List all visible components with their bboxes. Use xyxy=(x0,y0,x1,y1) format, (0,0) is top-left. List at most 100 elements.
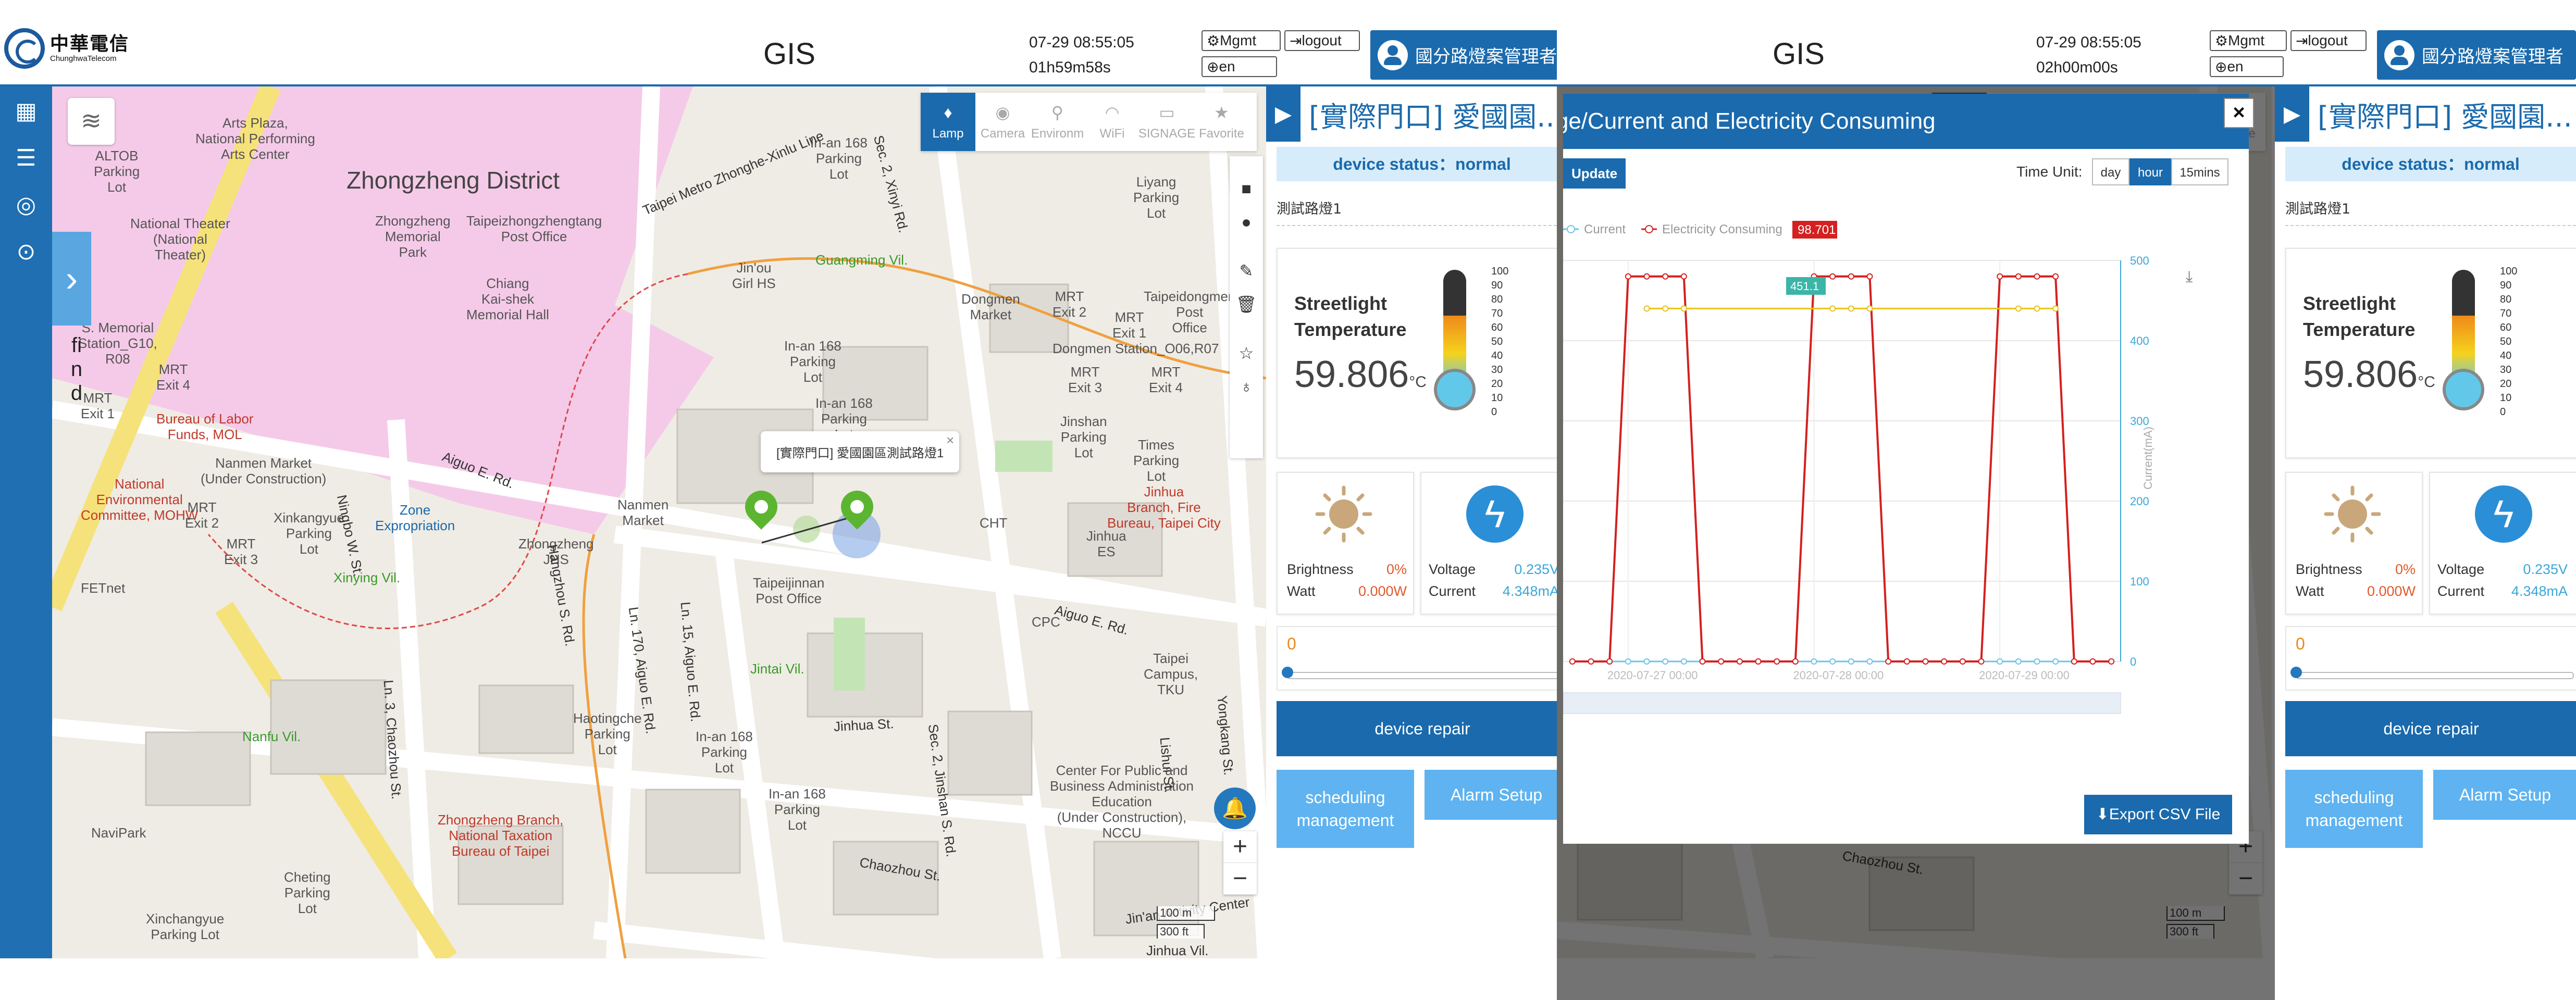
brightness-slider[interactable]: 0 xyxy=(2285,626,2576,691)
device-repair-button[interactable]: device repair xyxy=(2285,701,2576,756)
popup-text: [實際門口] 愛國園區測試路燈1 xyxy=(776,446,944,460)
scale-tick: 30 xyxy=(2500,364,2512,376)
star-tool-icon[interactable]: ☆ xyxy=(1239,344,1254,362)
data-point xyxy=(2108,658,2115,665)
zoom-out-button[interactable]: − xyxy=(1223,863,1257,895)
header: 中華電信 ChunghwaTelecom GIS 07-29 08:55:05 … xyxy=(0,0,1567,86)
trash-tool-icon[interactable]: 🗑 xyxy=(1235,295,1257,314)
map-place-label: NaviPark xyxy=(91,825,146,841)
scale-tick: 60 xyxy=(1491,322,1503,333)
lamp-icon: ♦ xyxy=(944,103,952,122)
tab-wifi[interactable]: ◠ WiFi xyxy=(1085,93,1140,151)
scale-tick: 40 xyxy=(2500,350,2512,361)
map-place-label: In-an 168 Parking Lot xyxy=(810,135,868,182)
collapse-panel-button[interactable]: ▶ xyxy=(2275,86,2309,142)
sidebar-expand-button[interactable]: › xyxy=(52,232,91,326)
y-tick-label: 0 xyxy=(2130,655,2136,668)
data-point xyxy=(1680,273,1687,280)
device-repair-button[interactable]: device repair xyxy=(1277,701,1567,756)
map-view[interactable]: Zhongzheng District Arts Plaza, National … xyxy=(52,86,1266,958)
data-point xyxy=(1848,305,1854,312)
scale-ft: 300 ft xyxy=(1157,924,1205,939)
header: GIS 07-29 08:55:05 02h00m00s ⚙ Mgmt ⇥ logo… xyxy=(1557,0,2576,86)
legend-label: Current xyxy=(1584,222,1626,236)
time-unit-15mins[interactable]: 15mins xyxy=(2171,158,2228,185)
language-select[interactable]: ⊕ en xyxy=(2210,56,2284,77)
zoom-in-button[interactable]: + xyxy=(1223,831,1257,863)
edit-tool-icon[interactable]: ✎ xyxy=(1239,261,1254,280)
scale-tick: 90 xyxy=(2500,280,2512,291)
logout-button[interactable]: ⇥ logout xyxy=(1284,30,1360,51)
lamp-marker-icon xyxy=(754,500,768,514)
alarm-setup-button[interactable]: Alarm Setup xyxy=(1425,770,1567,820)
camera-icon[interactable]: ⊙ xyxy=(16,239,36,265)
data-point xyxy=(1736,658,1743,665)
data-point xyxy=(1662,273,1669,280)
data-point xyxy=(1588,658,1594,665)
tab-favorite[interactable]: ★ Favorite xyxy=(1194,93,1249,151)
scheduling-management-button[interactable]: scheduling management xyxy=(1277,770,1414,848)
data-point xyxy=(2052,273,2059,280)
data-point xyxy=(1848,658,1854,665)
scheduling-management-button[interactable]: scheduling management xyxy=(2285,770,2423,848)
download-icon[interactable]: ⤓ xyxy=(2186,268,2193,285)
scale-tick: 60 xyxy=(2500,322,2512,333)
user-avatar-icon xyxy=(2384,40,2414,70)
logout-button[interactable]: ⇥ logout xyxy=(2290,30,2367,51)
map-place-label: Bureau of Labor Funds, MOL xyxy=(156,411,254,442)
language-select[interactable]: ⊕ en xyxy=(1202,56,1277,77)
thermometer-scale: 100 90 80 70 60 50 40 30 20 10 0 xyxy=(2500,265,2517,419)
brightness-card: Brightness 0% Watt 0.000W xyxy=(1277,472,1414,615)
tab-lamp[interactable]: ♦ Lamp xyxy=(921,93,975,151)
circle-tool-icon[interactable]: ● xyxy=(1241,213,1252,231)
slider-knob[interactable] xyxy=(2290,667,2302,678)
map-icon[interactable]: ▦ xyxy=(15,98,37,124)
mgmt-button[interactable]: ⚙ Mgmt xyxy=(2210,30,2287,51)
chevron-right-icon: › xyxy=(65,258,78,299)
map-place-label: Dongmen Station_O06,R07 xyxy=(1052,341,1219,356)
data-point xyxy=(1625,658,1631,665)
collapse-panel-button[interactable]: ▶ xyxy=(1266,86,1301,142)
time-unit-day[interactable]: day xyxy=(2092,158,2129,185)
popup-close-icon[interactable]: × xyxy=(946,432,955,448)
time-unit-hour[interactable]: hour xyxy=(2129,158,2171,185)
tab-camera[interactable]: ◉ Camera xyxy=(975,93,1030,151)
logo-mark-icon xyxy=(4,28,45,69)
dashboard-icon[interactable]: ◎ xyxy=(16,192,36,218)
lightning-icon: ϟ xyxy=(1466,485,1524,543)
chunghwa-logo: 中華電信 ChunghwaTelecom xyxy=(4,25,129,72)
update-button[interactable]: Update xyxy=(1563,158,1626,189)
data-point xyxy=(1997,658,2003,665)
modal-close-button[interactable]: × xyxy=(2224,98,2254,128)
mgmt-button[interactable]: ⚙ Mgmt xyxy=(1202,30,1281,51)
slider-track[interactable] xyxy=(1287,672,1565,679)
map-place-label: MRT Exit 3 xyxy=(1068,364,1103,395)
data-point xyxy=(1569,658,1576,665)
map-place-label: Center For Public and Business Administr… xyxy=(1050,762,1194,841)
scale-tick: 0 xyxy=(2500,406,2506,418)
map-place-label: Liyang Parking Lot xyxy=(1133,174,1180,221)
square-tool-icon[interactable]: ■ xyxy=(1241,179,1252,198)
logo-en: ChunghwaTelecom xyxy=(50,54,117,63)
bulb-tool-icon[interactable]: ♁ xyxy=(1240,377,1253,396)
map-place-label: Jinhua ES xyxy=(1086,528,1126,559)
tab-environm[interactable]: ⚲ Environm xyxy=(1030,93,1085,151)
data-point xyxy=(1829,273,1836,280)
map-place-label: MRT Exit 3 xyxy=(224,536,258,567)
map-place-label: Arts Plaza, National Performing Arts Cen… xyxy=(195,115,315,162)
slider-track[interactable] xyxy=(2296,672,2574,679)
layers-button[interactable]: ≋ xyxy=(68,98,115,145)
slider-knob[interactable] xyxy=(1282,667,1293,678)
map-place-label: CPC xyxy=(1032,614,1060,630)
user-menu-button[interactable]: 國分路燈案管理者 xyxy=(1370,30,1567,80)
alarm-setup-button[interactable]: Alarm Setup xyxy=(2433,770,2576,820)
device-title-bar: ▶ [實際門口] 愛國園... xyxy=(1266,86,1567,142)
map-place-label: Jintai Vil. xyxy=(750,661,804,677)
export-csv-button[interactable]: ⬇Export CSV File xyxy=(2084,795,2232,834)
notification-bell-button[interactable]: 🔔 xyxy=(1214,788,1256,829)
map-place-label: Haotingche Parking Lot xyxy=(573,710,642,757)
user-menu-button[interactable]: 國分路燈案管理者 xyxy=(2377,30,2576,80)
brightness-slider[interactable]: 0 xyxy=(1277,626,1567,691)
device-list-icon[interactable]: ☰ xyxy=(16,145,36,171)
tab-signage[interactable]: ▭ SIGNAGE xyxy=(1138,93,1195,151)
